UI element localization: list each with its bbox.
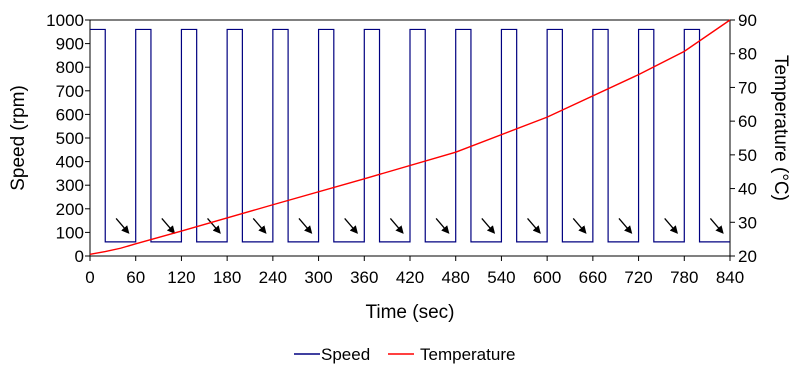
annotation-arrow — [435, 217, 450, 234]
x-tick-label: 420 — [396, 268, 424, 287]
annotation-arrow — [389, 217, 404, 234]
x-tick-label: 660 — [579, 268, 607, 287]
y-tick-label: 500 — [56, 129, 84, 148]
y-tick-label: 400 — [56, 153, 84, 172]
y2-tick-label: 40 — [738, 180, 757, 199]
annotation-arrow — [572, 217, 587, 234]
y-tick-label: 600 — [56, 105, 84, 124]
legend: Speed Temperature — [294, 345, 515, 364]
x-tick-label: 780 — [670, 268, 698, 287]
x-tick-label: 300 — [304, 268, 332, 287]
annotation-arrow — [298, 217, 313, 234]
annotation-arrow — [527, 217, 541, 234]
y2-tick-label: 80 — [738, 45, 757, 64]
x-tick-label: 600 — [533, 268, 561, 287]
x-tick-label: 480 — [442, 268, 470, 287]
y2-axis-title: Temperature (°C) — [770, 55, 791, 201]
x-axis-title: Time (sec) — [365, 302, 454, 323]
series-layer — [89, 19, 731, 255]
y2-tick-label: 70 — [738, 78, 757, 97]
annotation-arrows — [115, 217, 724, 234]
y-tick-label: 100 — [56, 223, 84, 242]
x-tick-label: 840 — [716, 268, 744, 287]
x-tick-label: 180 — [213, 268, 241, 287]
x-tick-label: 0 — [85, 268, 94, 287]
y-tick-label: 200 — [56, 200, 84, 219]
annotation-arrow — [207, 217, 221, 234]
series-line-speed — [90, 28, 730, 243]
x-tick-label: 360 — [350, 268, 378, 287]
annotation-arrow — [115, 217, 130, 234]
y2-tick-label: 50 — [738, 146, 757, 165]
y-axis-temperature: 20 30 40 50 60 70 80 90 — [730, 11, 757, 266]
annotation-arrow — [481, 217, 496, 234]
y2-tick-label: 60 — [738, 112, 757, 131]
y-axis-speed: 0 100 200 300 400 500 600 700 800 900 1000 — [46, 11, 90, 266]
y-tick-label: 0 — [75, 247, 84, 266]
y2-tick-label: 20 — [738, 247, 757, 266]
y2-tick-label: 30 — [738, 213, 757, 232]
y-tick-label: 1000 — [46, 11, 84, 30]
x-tick-label: 720 — [624, 268, 652, 287]
annotation-arrow — [664, 217, 678, 234]
x-tick-label: 240 — [259, 268, 287, 287]
y-tick-label: 800 — [56, 58, 84, 77]
x-tick-label: 540 — [487, 268, 515, 287]
annotation-arrow — [252, 217, 267, 234]
y-tick-label: 900 — [56, 35, 84, 54]
y2-tick-label: 90 — [738, 11, 757, 30]
legend-label-temperature: Temperature — [420, 345, 515, 364]
x-tick-label: 60 — [126, 268, 145, 287]
y-tick-label: 300 — [56, 176, 84, 195]
y-axis-title: Speed (rpm) — [8, 85, 29, 191]
x-tick-label: 120 — [167, 268, 195, 287]
x-axis: 0 60 120 180 240 300 360 420 480 540 600 660 720 780 8… — [85, 256, 744, 287]
plot-area — [89, 19, 731, 257]
annotation-arrow — [344, 217, 358, 234]
series-line-temperature — [89, 19, 731, 255]
legend-label-speed: Speed — [321, 345, 370, 364]
annotation-arrow — [161, 217, 176, 234]
annotation-arrow — [618, 217, 633, 234]
y-tick-label: 700 — [56, 82, 84, 101]
annotation-arrow — [709, 217, 724, 234]
